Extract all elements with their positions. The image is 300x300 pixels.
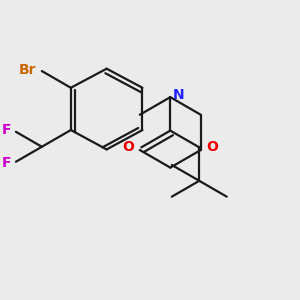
Text: F: F [2, 156, 11, 170]
Text: F: F [2, 123, 11, 137]
Text: O: O [207, 140, 218, 154]
Text: Br: Br [19, 63, 36, 76]
Text: O: O [122, 140, 134, 154]
Text: N: N [172, 88, 184, 102]
